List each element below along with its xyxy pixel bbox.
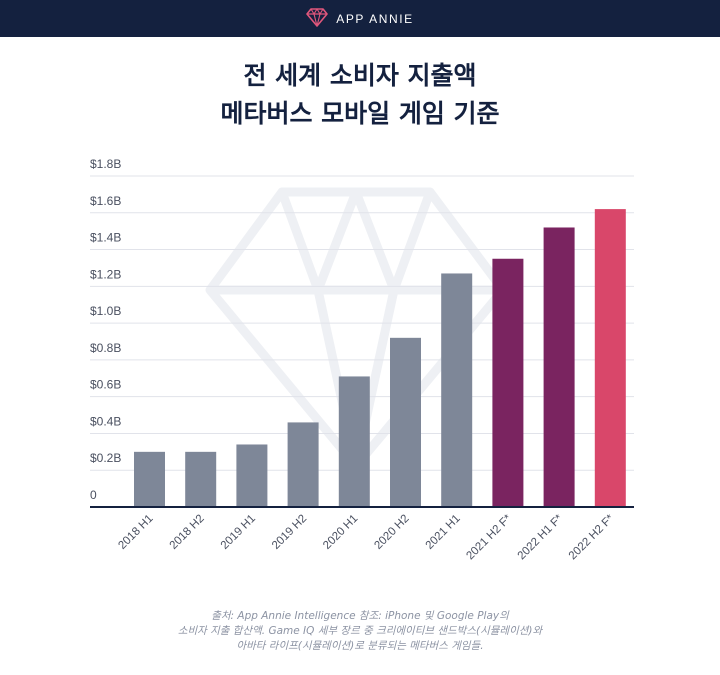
x-tick-label: 2020 H1 [321,513,360,552]
x-tick-label: 2022 H1 F* [516,512,566,562]
x-tick-label: 2020 H2 [372,513,411,552]
y-tick-label: $0.6B [90,378,121,392]
y-tick-label: $1.6B [90,194,121,208]
y-tick-label: $0.4B [90,414,121,428]
chart-bars [134,209,626,507]
y-tick-label: $0.2B [90,451,121,465]
source-line-3: 아바타 라이프(시뮬레이션)로 분류되는 메타버스 게임들. [236,640,484,652]
y-tick-label: $1.2B [90,267,121,281]
x-tick-label: 2018 H1 [116,513,155,552]
source-line-1: 출처: App Annie Intelligence 참조: iPhone 및 … [211,610,509,622]
bar-chart: 0 $0.2B $0.4B $0.6B $0.8B $1.0B $1.2B $1.4B $1.6… [90,157,634,562]
top-bar: APP ANNIE [0,0,720,37]
y-tick-label: $1.8B [90,157,121,171]
source-note: 출처: App Annie Intelligence 참조: iPhone 및 … [0,609,720,654]
bar-2019-h1 [236,444,268,507]
bar-2021-h1 [441,273,473,507]
x-axis-labels: 2018 H1 2018 H2 2019 H1 2019 H2 2020 H1 2020 … [116,512,616,562]
x-tick-label: 2019 H1 [219,513,258,552]
title-line-1: 전 세계 소비자 지출액 [243,61,477,90]
x-tick-label: 2018 H2 [168,513,207,552]
bar-2020-h1 [338,376,370,507]
x-tick-label: 2019 H2 [270,513,309,552]
y-tick-label: 0 [90,488,97,502]
x-tick-label: 2021 H1 [424,513,463,552]
bar-2022-h1-f [543,227,575,507]
x-tick-label: 2022 H2 F* [567,512,617,562]
bar-2019-h2 [287,422,319,507]
bar-2021-h2-f [492,258,524,507]
brand-name: APP ANNIE [336,11,414,26]
y-tick-label: $1.4B [90,231,121,245]
brand[interactable]: APP ANNIE [306,7,414,31]
diamond-logo-icon [306,7,329,31]
bar-2020-h2 [390,337,421,507]
y-tick-label: $1.0B [90,304,121,318]
y-tick-label: $0.8B [90,341,121,355]
bar-2018-h2 [185,451,217,507]
bar-2022-h2-f [594,209,626,507]
bar-2018-h1 [134,451,165,507]
page-title: 전 세계 소비자 지출액 메타버스 모바일 게임 기준 [0,57,720,133]
y-axis-labels: 0 $0.2B $0.4B $0.6B $0.8B $1.0B $1.2B $1.4B $1.6… [90,157,121,502]
source-line-2: 소비자 지출 합산액. Game IQ 세부 장르 중 크리에이티브 샌드박스(… [177,625,543,637]
x-tick-label: 2021 H2 F* [464,512,514,562]
title-line-2: 메타버스 모바일 게임 기준 [220,99,500,128]
